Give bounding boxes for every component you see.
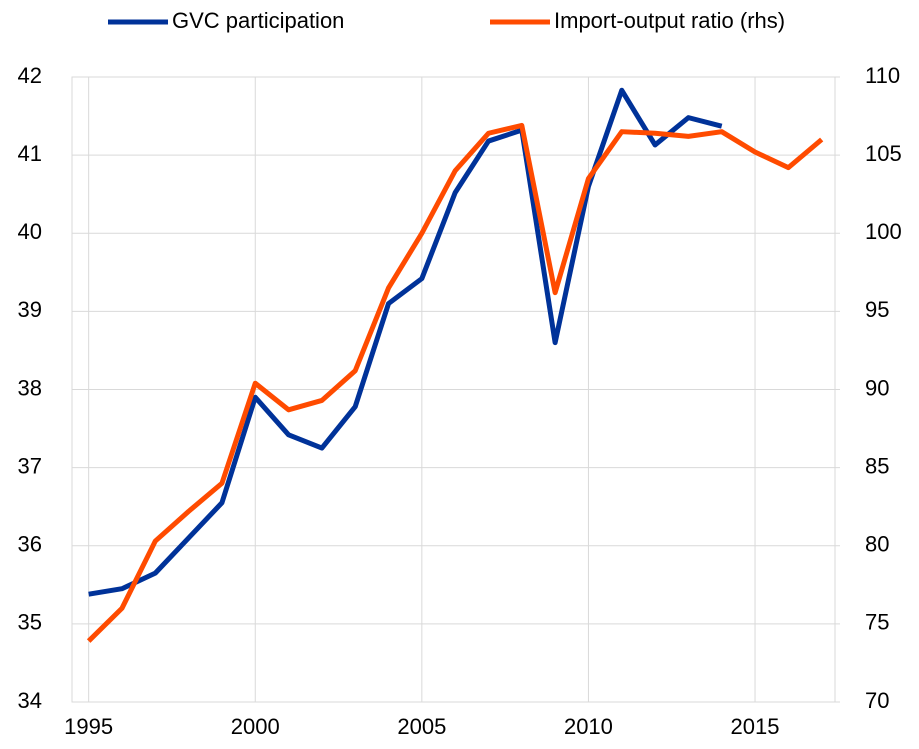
y-tick-label: 37 — [18, 453, 42, 478]
x-tick-label: 1995 — [64, 714, 113, 739]
y-tick-label: 39 — [18, 297, 42, 322]
y2-tick-label: 90 — [865, 375, 889, 400]
y-tick-label: 41 — [18, 141, 42, 166]
y-tick-label: 38 — [18, 375, 42, 400]
y-tick-label: 36 — [18, 532, 42, 557]
y-tick-label: 42 — [18, 63, 42, 88]
series-line — [88, 87, 723, 597]
x-tick-label: 2015 — [731, 714, 780, 739]
legend-label: GVC participation — [172, 8, 344, 33]
y2-tick-label: 75 — [865, 610, 889, 635]
y2-tick-label: 95 — [865, 297, 889, 322]
series-line — [86, 122, 824, 643]
y2-tick-label: 100 — [865, 219, 902, 244]
y-tick-label: 35 — [18, 610, 42, 635]
y2-tick-label: 110 — [865, 63, 900, 88]
legend-label: Import-output ratio (rhs) — [554, 8, 785, 33]
y2-tick-label: 85 — [865, 453, 889, 478]
y2-tick-label: 105 — [865, 141, 902, 166]
y-tick-label: 40 — [18, 219, 42, 244]
y2-tick-label: 80 — [865, 532, 889, 557]
x-tick-label: 2010 — [564, 714, 613, 739]
x-tick-label: 2000 — [231, 714, 280, 739]
plot-frame — [71, 76, 836, 703]
y-tick-label: 34 — [18, 688, 42, 713]
x-tick-label: 2005 — [397, 714, 446, 739]
y2-tick-label: 70 — [865, 688, 889, 713]
